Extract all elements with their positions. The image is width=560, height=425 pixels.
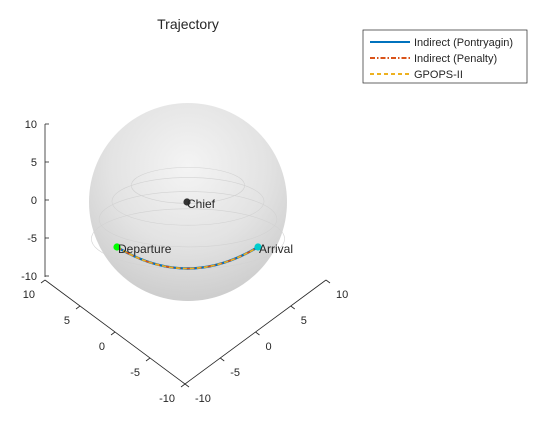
x-tick-label: -5	[230, 367, 240, 379]
x-tick	[290, 305, 295, 310]
legend-label-indirect-pontryagin: Indirect (Pontryagin)	[414, 37, 513, 49]
y-tick	[75, 305, 81, 310]
legend: Indirect (Pontryagin) Indirect (Penalty)…	[362, 29, 528, 84]
z-tick-label: -5	[27, 233, 37, 245]
z-tick-label: 0	[31, 195, 37, 207]
series-line-indirect-penalty	[116, 246, 259, 270]
sphere-facet-band	[111, 177, 265, 226]
y-tick-label: 10	[23, 289, 35, 301]
chief-marker	[183, 198, 191, 206]
y-tick-label: -5	[130, 367, 140, 379]
y-tick	[145, 357, 151, 362]
sphere-facet-band	[98, 191, 278, 248]
chief-label: Chief	[187, 197, 216, 211]
arrival-label: Arrival	[259, 242, 293, 256]
y-tick	[110, 331, 116, 336]
z-tick-label: -10	[21, 271, 37, 283]
z-tick-label: 10	[25, 119, 37, 131]
y-tick-label: 0	[99, 341, 105, 353]
x-tick-label: 0	[266, 341, 272, 353]
x-tick-label: 10	[336, 289, 348, 301]
y-tick-label: 5	[64, 315, 70, 327]
departure-marker	[113, 243, 121, 251]
chart-title: Trajectory	[157, 16, 219, 32]
x-tick	[325, 279, 331, 284]
legend-label-indirect-penalty: Indirect (Penalty)	[414, 53, 497, 65]
arrival-marker	[254, 243, 262, 251]
x-tick	[184, 383, 190, 388]
x-tick-label: 5	[301, 315, 307, 327]
y-tick	[40, 279, 46, 284]
x-axis-ticks: -10 -5 0 5 10	[184, 279, 348, 405]
y-tick	[180, 383, 186, 388]
z-tick-label: 5	[31, 157, 37, 169]
departure-label: Departure	[118, 242, 172, 256]
x-tick	[220, 357, 225, 362]
x-tick-label: -10	[195, 393, 211, 405]
legend-box	[362, 29, 528, 84]
y-tick-label: -10	[159, 393, 175, 405]
y-axis-ticks: 10 5 0 -5 -10	[23, 279, 186, 405]
x-tick	[255, 331, 260, 336]
z-axis-ticks: 10 5 0 -5 -10	[21, 119, 49, 283]
legend-label-gpops-ii: GPOPS-II	[414, 69, 463, 81]
